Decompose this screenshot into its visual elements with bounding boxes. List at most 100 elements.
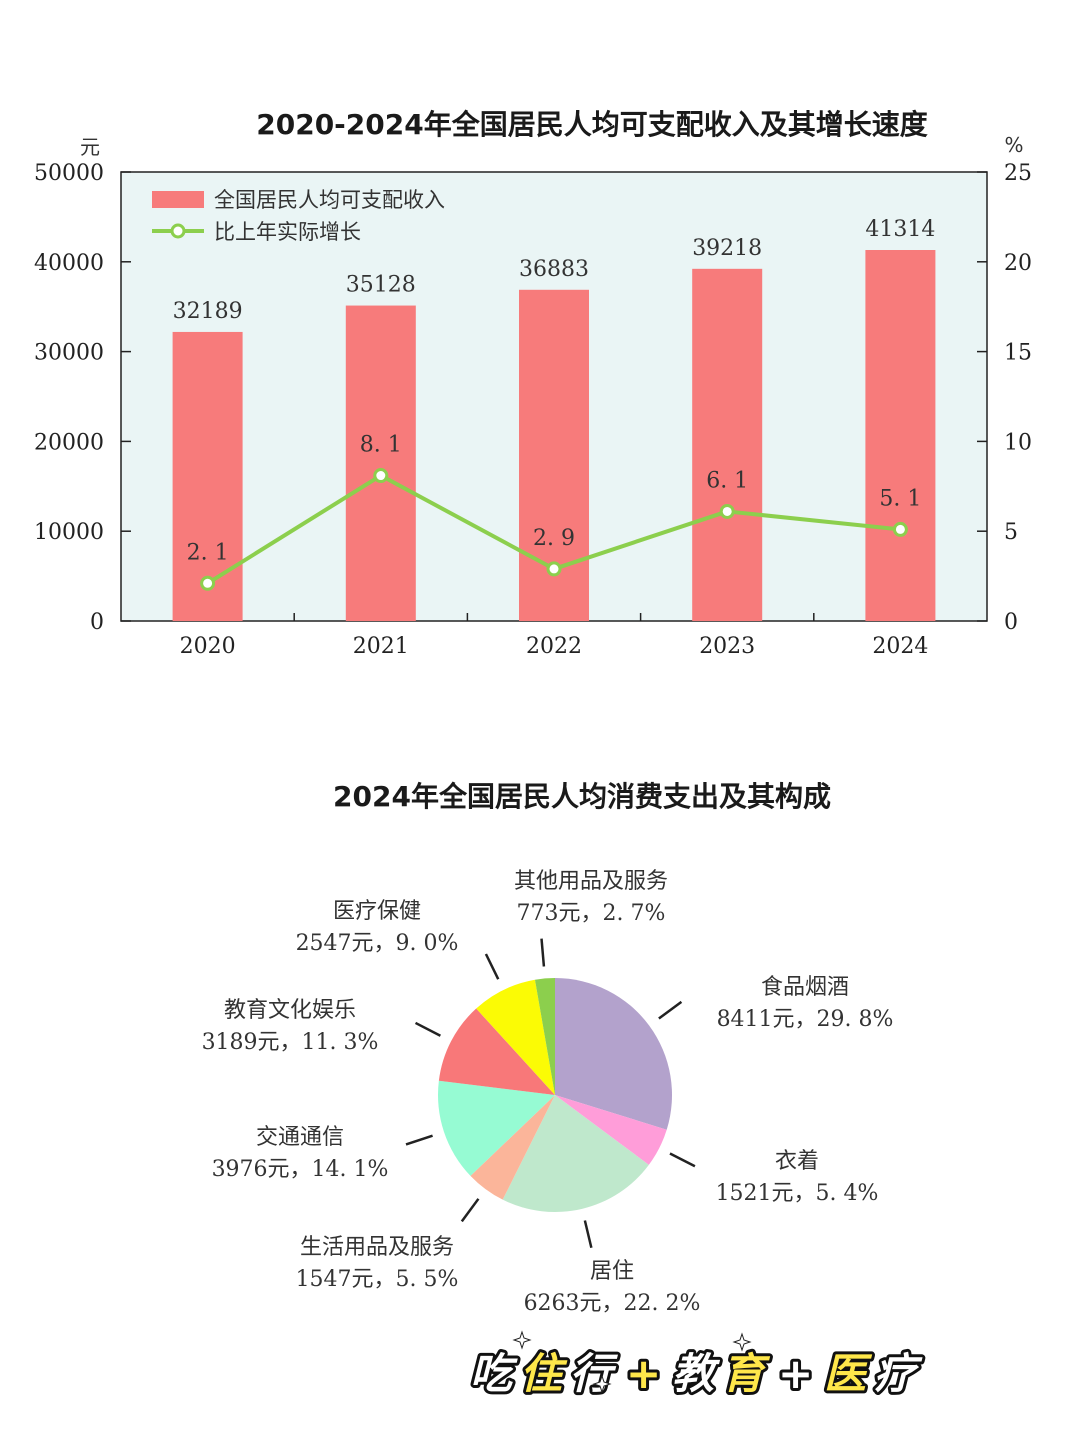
right-axis-ticks: 0 5 10 15 20 25 [977, 161, 1032, 635]
left-tick-label: 50000 [34, 161, 104, 186]
pie-label-value: 1521元，5. 4% [716, 1181, 879, 1206]
left-tick-label: 10000 [34, 520, 104, 545]
left-tick-label: 20000 [34, 430, 104, 455]
growth-point-2022 [546, 561, 562, 577]
x-tick-label: 2024 [872, 634, 928, 659]
right-tick-label: 5 [1004, 520, 1018, 545]
right-tick-label: 0 [1004, 610, 1018, 635]
income-bar-value-label: 32189 [173, 299, 243, 324]
left-axis-ticks: 0 10000 20000 30000 40000 50000 [34, 161, 131, 635]
pie-slice-8 [534, 978, 555, 1095]
income-bar-value-label: 35128 [346, 273, 416, 298]
growth-point-label: 8. 1 [360, 433, 402, 458]
pie-slice-4 [470, 1095, 555, 1200]
income-bar-value-label: 36883 [519, 257, 589, 282]
right-tick-label: 10 [1004, 430, 1032, 455]
growth-point-label: 6. 1 [706, 468, 748, 493]
pie-label-name: 其他用品及服务 [514, 869, 668, 894]
slogan-part: 住 [520, 1349, 568, 1398]
growth-point-2024 [892, 521, 908, 537]
pie-slice-5 [438, 1080, 555, 1176]
consumption-pie [438, 978, 672, 1212]
x-tick-label: 2022 [526, 634, 582, 659]
sparkle-icon [512, 1330, 532, 1350]
pie-label-name: 居住 [590, 1259, 634, 1284]
pie-label-name: 医疗保健 [333, 899, 421, 924]
income-bar-2023 [692, 268, 763, 621]
growth-point-label: 2. 9 [533, 526, 575, 551]
income-bar-value-label: 39218 [692, 236, 762, 261]
pie-label-value: 3976元，14. 1% [212, 1157, 389, 1182]
slogan-part: 疗 [874, 1349, 923, 1398]
pie-leader-line [460, 1198, 480, 1223]
pie-leader-line [484, 953, 500, 980]
pie-label-name: 教育文化娱乐 [224, 998, 356, 1023]
income-bar-2024 [865, 250, 936, 621]
pie-slice-2 [555, 1095, 667, 1165]
income-bar-2020 [172, 331, 243, 621]
pie-label-name: 衣着 [775, 1149, 819, 1174]
left-tick-label: 0 [90, 610, 104, 635]
pie-leader-line [583, 1220, 593, 1249]
income-bars: 32189 35128 36883 39218 41314 [172, 217, 936, 621]
x-tick-label: 2021 [353, 634, 409, 659]
slogan-banner: 吃住行 + 教育 + 医疗 [467, 1330, 926, 1401]
left-tick-label: 40000 [34, 251, 104, 276]
legend-swatch-growth-marker [170, 223, 186, 239]
pie-label-value: 3189元，11. 3% [202, 1030, 379, 1055]
pie-slice-7 [476, 979, 555, 1095]
consumption-chart-title: 2024年全国居民人均消费支出及其构成 [333, 780, 831, 813]
slogan-part: 教 [672, 1349, 721, 1398]
growth-point-2023 [719, 503, 735, 519]
pie-slice-3 [502, 1095, 649, 1212]
pie-leader-line [658, 1000, 683, 1020]
x-axis-ticks: 2020 2021 2022 2023 2024 [180, 613, 928, 659]
slogan-part: 医 [824, 1349, 873, 1398]
sparkle-icon [732, 1332, 752, 1352]
pie-label-value: 2547元，9. 0% [296, 931, 459, 956]
pie-slice-1 [555, 978, 672, 1130]
left-tick-label: 30000 [34, 341, 104, 366]
growth-line: 2. 1 8. 1 2. 9 6. 1 5. 1 [187, 433, 921, 591]
income-chart: 2020-2024年全国居民人均可支配收入及其增长速度 元 % 0 10000 20… [34, 108, 1032, 659]
pie-label-value: 773元，2. 7% [517, 901, 666, 926]
consumption-chart: 2024年全国居民人均消费支出及其构成 食品烟酒 8411元，29. 8% 衣着 15… [202, 780, 894, 1316]
pie-label-value: 1547元，5. 5% [296, 1267, 459, 1292]
legend-label-growth: 比上年实际增长 [214, 220, 361, 244]
pie-slice-6 [438, 1008, 555, 1095]
x-tick-label: 2023 [699, 634, 755, 659]
chart-legend: 全国居民人均可支配收入 比上年实际增长 [152, 188, 445, 244]
left-axis-unit: 元 [80, 135, 100, 159]
pie-label-value: 8411元，29. 8% [717, 1007, 894, 1032]
x-tick-label: 2020 [180, 634, 236, 659]
right-tick-label: 15 [1004, 341, 1032, 366]
growth-point-2020 [200, 575, 216, 591]
income-bar-value-label: 41314 [865, 217, 935, 242]
pie-label-name: 食品烟酒 [761, 975, 849, 1000]
growth-point-label: 2. 1 [187, 540, 229, 565]
pie-leader-line [669, 1152, 696, 1168]
right-axis-unit: % [1004, 133, 1023, 157]
pie-leader-line [414, 1021, 441, 1037]
pie-label-name: 生活用品及服务 [300, 1235, 454, 1260]
income-bar-2021 [345, 305, 416, 621]
consumption-pie-labels: 食品烟酒 8411元，29. 8% 衣着 1521元，5. 4% 居住 6263元，22.… [202, 869, 894, 1316]
pie-leader-line [540, 938, 546, 967]
slogan-part: + [626, 1349, 661, 1398]
pie-label-name: 交通通信 [256, 1125, 344, 1150]
sparkle-icon [592, 1374, 612, 1394]
slogan-part: 育 [722, 1349, 771, 1398]
legend-swatch-income [152, 191, 204, 208]
pie-leader-line [405, 1134, 433, 1146]
slogan-part: 行 [570, 1349, 618, 1398]
right-tick-label: 20 [1004, 251, 1032, 276]
growth-point-2021 [373, 468, 389, 484]
slogan-part: + [778, 1349, 813, 1398]
slogan-part: 吃 [470, 1349, 518, 1398]
pie-label-value: 6263元，22. 2% [524, 1291, 701, 1316]
legend-label-income: 全国居民人均可支配收入 [214, 188, 445, 212]
right-tick-label: 25 [1004, 161, 1032, 186]
income-chart-title: 2020-2024年全国居民人均可支配收入及其增长速度 [256, 108, 927, 141]
growth-point-label: 5. 1 [879, 486, 921, 511]
